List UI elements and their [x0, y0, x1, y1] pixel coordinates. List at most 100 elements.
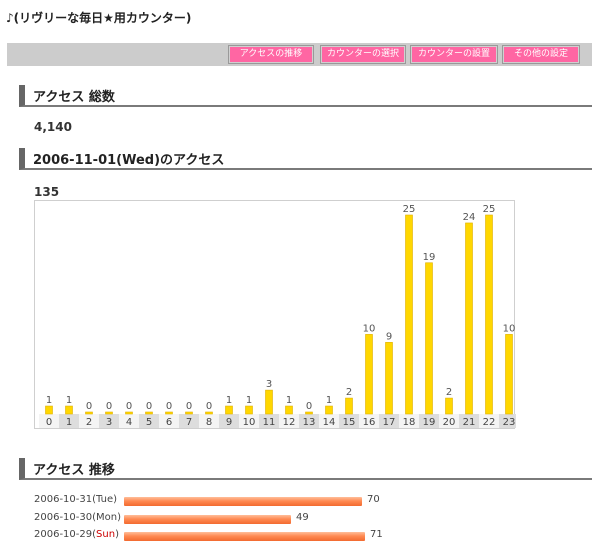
hour-value-label: 24: [463, 212, 476, 223]
total-heading: アクセス 総数: [33, 90, 115, 105]
hour-value-label: 10: [503, 323, 516, 334]
hour-value-label: 19: [423, 252, 436, 263]
hour-tick-label: 4: [126, 417, 132, 428]
hour-tick-label: 14: [323, 417, 336, 428]
menu-bar: アクセスの推移 カウンターの選択 カウンターの設置 その他の設定: [7, 43, 592, 66]
total-count: 4,140: [34, 120, 72, 134]
menu-access-trend-button[interactable]: アクセスの推移: [228, 45, 314, 64]
hour-tick-label: 11: [263, 417, 276, 428]
hour-value-label: 0: [106, 401, 112, 412]
hour-label-cell: [479, 414, 499, 428]
trend-day: Mon: [96, 512, 118, 523]
hour-value-label: 0: [206, 401, 212, 412]
hour-label-cell: [379, 414, 399, 428]
hour-value-label: 0: [166, 401, 172, 412]
hour-bar: [325, 405, 333, 415]
hour-bar: [485, 214, 493, 415]
menu-other-settings-button[interactable]: その他の設定: [502, 45, 580, 64]
hour-value-label: 1: [66, 395, 72, 406]
hour-value-label: 0: [186, 401, 192, 412]
trend-value: 71: [370, 529, 383, 540]
hour-tick-label: 8: [206, 417, 212, 428]
hour-value-label: 25: [403, 204, 416, 215]
hourly-access-chart: 1 0 1 1 0 2 0 3 0 4 0 5 0 6 0 7 0 8 1 9 1 10 3 11 1 12 0 13 1 14 2 15 10…: [34, 200, 516, 429]
hour-value-label: 9: [386, 331, 392, 342]
daily-section-header: 2006-11-01(Wed)のアクセス: [19, 148, 592, 170]
hour-tick-label: 18: [403, 417, 416, 428]
hour-tick-label: 3: [106, 417, 112, 428]
trend-bar: [124, 497, 362, 506]
hour-label-cell: [299, 414, 319, 428]
hour-label-cell: [359, 414, 379, 428]
hour-tick-label: 15: [343, 417, 356, 428]
hour-bar: [285, 405, 293, 415]
hour-bar: [405, 214, 413, 415]
hour-value-label: 1: [326, 395, 332, 406]
menu-counter-select-button[interactable]: カウンターの選択: [320, 45, 406, 64]
hour-tick-label: 21: [463, 417, 476, 428]
hour-bar: [45, 405, 53, 415]
hour-value-label: 1: [246, 395, 252, 406]
hour-value-label: 10: [363, 323, 376, 334]
total-section-header: アクセス 総数: [19, 85, 592, 107]
hour-bar: [125, 411, 133, 415]
hour-label-cell: [319, 414, 339, 428]
hour-tick-label: 22: [483, 417, 496, 428]
trend-date-label: 2006-10-29(Sun): [34, 529, 119, 540]
trend-row: 2006-10-31(Tue) 70: [34, 494, 394, 507]
trend-value: 49: [296, 512, 309, 523]
hour-tick-label: 20: [443, 417, 456, 428]
hour-tick-label: 12: [283, 417, 296, 428]
hour-value-label: 1: [46, 395, 52, 406]
hour-bar: [245, 405, 253, 415]
hour-value-label: 1: [226, 395, 232, 406]
hour-label-cell: [59, 414, 79, 428]
hour-label-cell: [499, 414, 516, 428]
hour-tick-label: 19: [423, 417, 436, 428]
hour-label-cell: [39, 414, 59, 428]
hour-bar: [65, 405, 73, 415]
hour-bar: [225, 405, 233, 415]
hour-tick-label: 17: [383, 417, 396, 428]
site-title: ♪(リヴリーな毎日★用カウンター): [6, 11, 192, 25]
daily-heading: 2006-11-01(Wed)のアクセス: [33, 153, 225, 168]
hour-tick-label: 2: [86, 417, 92, 428]
hour-label-cell: [179, 414, 199, 428]
hour-label-cell: [459, 414, 479, 428]
hour-label-cell: [259, 414, 279, 428]
menu-counter-install-button[interactable]: カウンターの設置: [410, 45, 498, 64]
hour-tick-label: 0: [46, 417, 52, 428]
hour-label-cell: [199, 414, 219, 428]
hour-value-label: 25: [483, 204, 496, 215]
hour-label-cell: [79, 414, 99, 428]
hour-bar: [365, 334, 373, 415]
hour-bar: [305, 411, 313, 415]
hour-label-cell: [219, 414, 239, 428]
trend-value: 70: [367, 494, 380, 505]
hour-tick-label: 6: [166, 417, 172, 428]
hour-tick-label: 16: [363, 417, 376, 428]
hour-bar: [265, 389, 273, 415]
hour-value-label: 0: [146, 401, 152, 412]
trend-date-label: 2006-10-30(Mon): [34, 512, 122, 523]
hour-bar: [105, 411, 113, 415]
hour-tick-label: 23: [503, 417, 516, 428]
trend-day: Tue: [96, 494, 114, 505]
hour-bar: [85, 411, 93, 415]
hour-value-label: 3: [266, 379, 272, 390]
hour-tick-label: 5: [146, 417, 152, 428]
daily-count: 135: [34, 185, 60, 199]
hour-bar: [505, 334, 513, 415]
hour-bar: [185, 411, 193, 415]
hour-value-label: 1: [286, 395, 292, 406]
hour-label-cell: [159, 414, 179, 428]
hour-label-cell: [99, 414, 119, 428]
hour-label-cell: [439, 414, 459, 428]
hour-value-label: 2: [346, 387, 352, 398]
hour-label-cell: [119, 414, 139, 428]
hour-tick-label: 10: [243, 417, 256, 428]
hour-value-label: 0: [86, 401, 92, 412]
hour-bar: [425, 262, 433, 415]
hour-value-label: 0: [126, 401, 132, 412]
hour-value-label: 0: [306, 401, 312, 412]
